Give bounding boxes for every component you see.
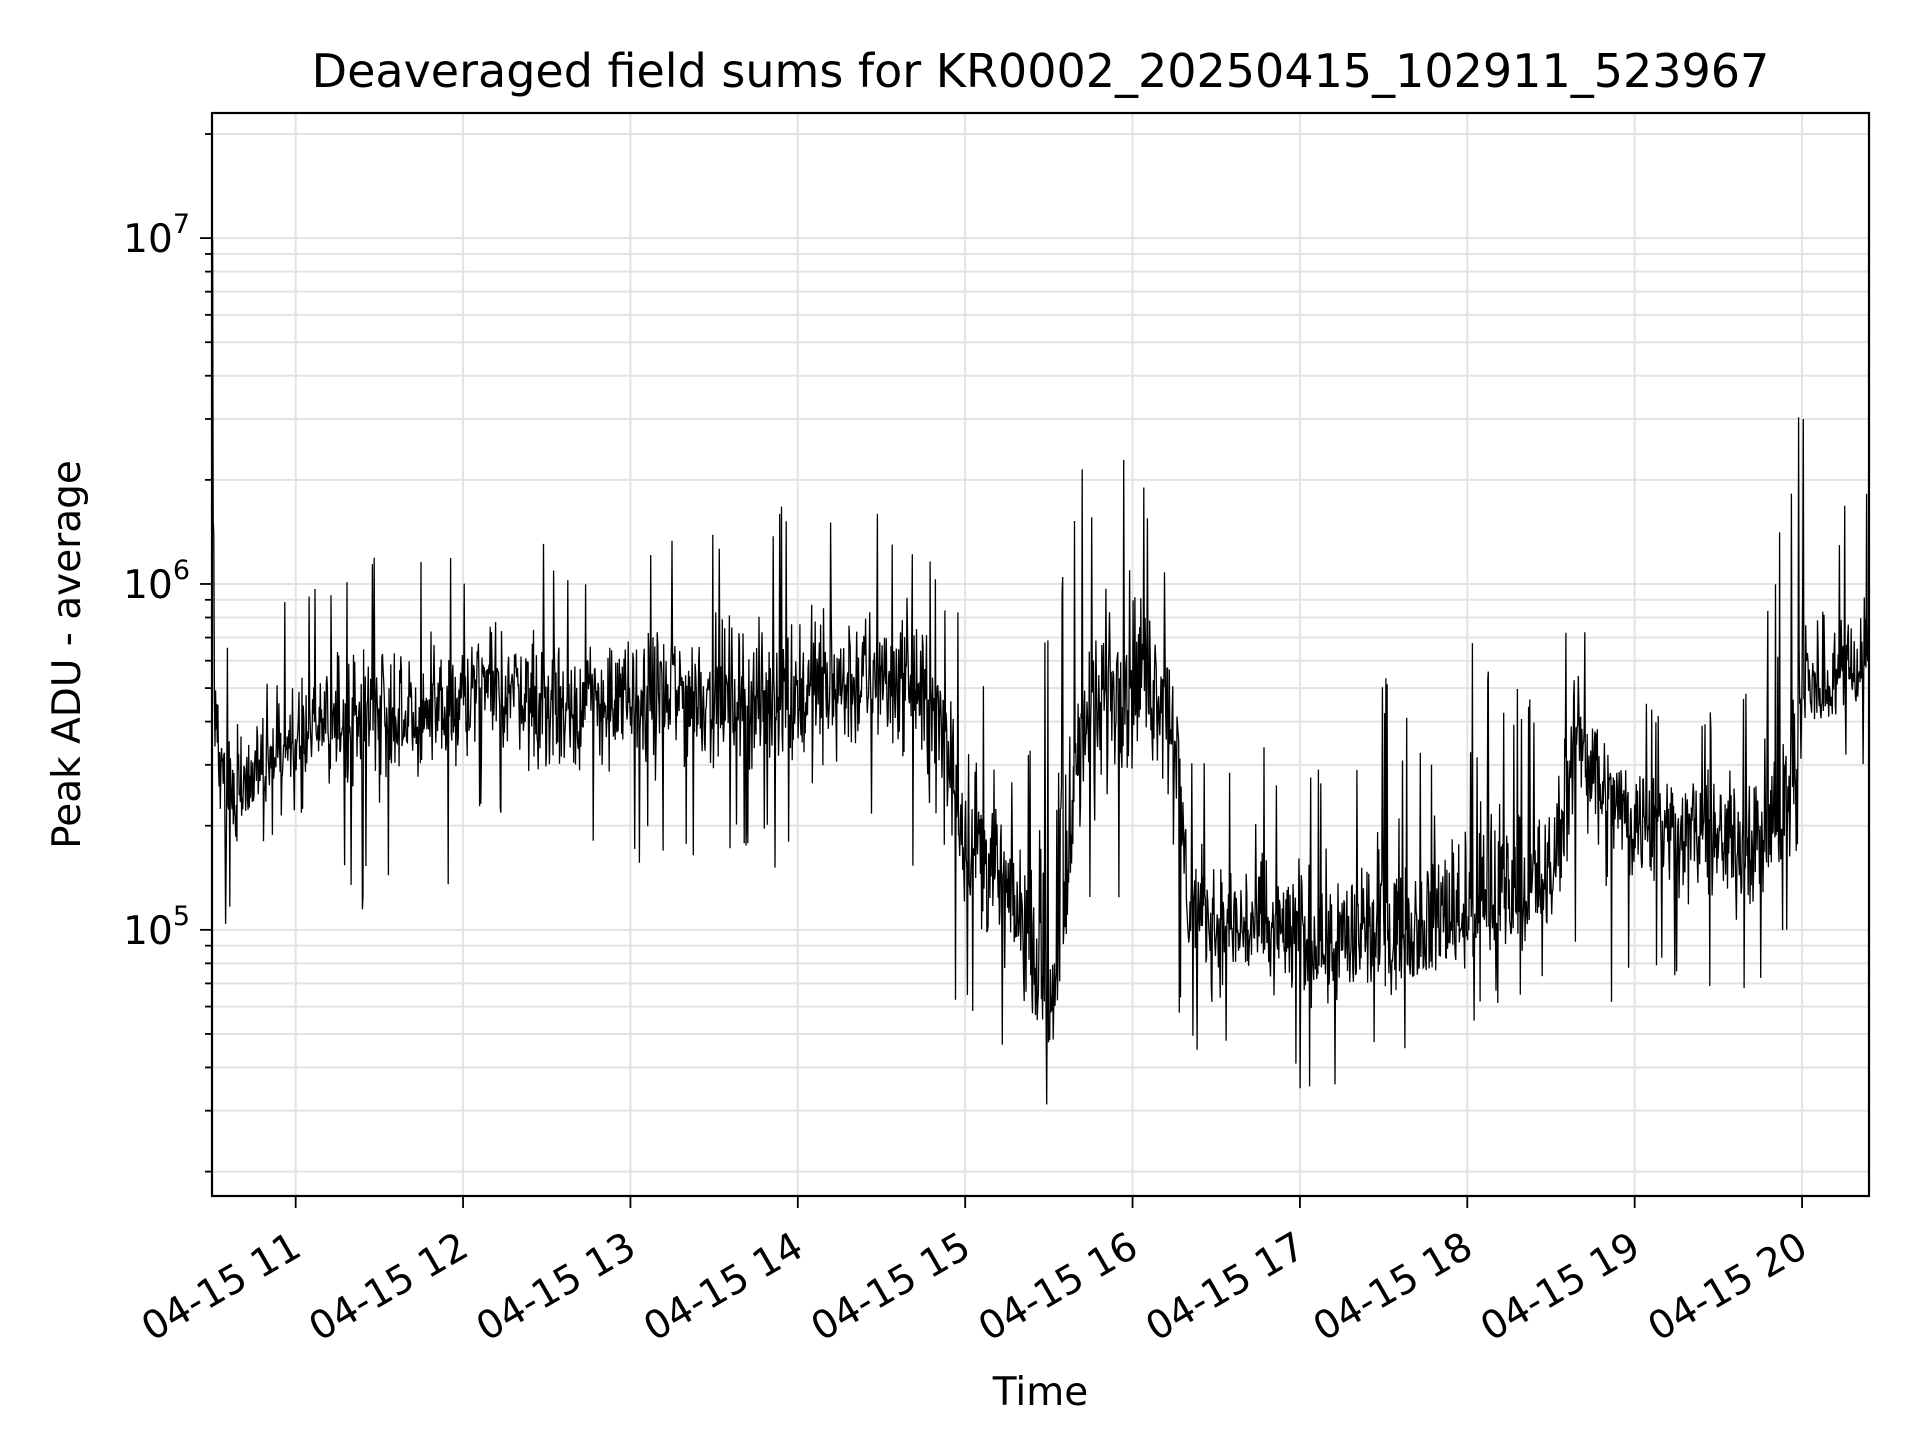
series-line	[211, 239, 1870, 1105]
grid	[212, 113, 1869, 1196]
y-tick-base: 10	[123, 909, 173, 954]
x-axis-label: Time	[992, 1370, 1088, 1415]
chart-title: Deaveraged field sums for KR0002_2025041…	[312, 44, 1770, 98]
y-tick-exponent: 7	[173, 209, 190, 240]
y-tick-exponent: 6	[173, 555, 190, 586]
y-tick-exponent: 5	[173, 901, 190, 932]
y-tick-label: 106	[123, 555, 190, 608]
y-tick-label: 105	[123, 901, 190, 954]
y-tick-base: 10	[123, 217, 173, 262]
y-tick-label: 107	[123, 209, 190, 262]
series-layer	[211, 239, 1870, 1105]
y-tick-base: 10	[123, 563, 173, 608]
y-axis-label: Peak ADU - average	[45, 460, 90, 849]
axes-frame	[210, 111, 1871, 1198]
